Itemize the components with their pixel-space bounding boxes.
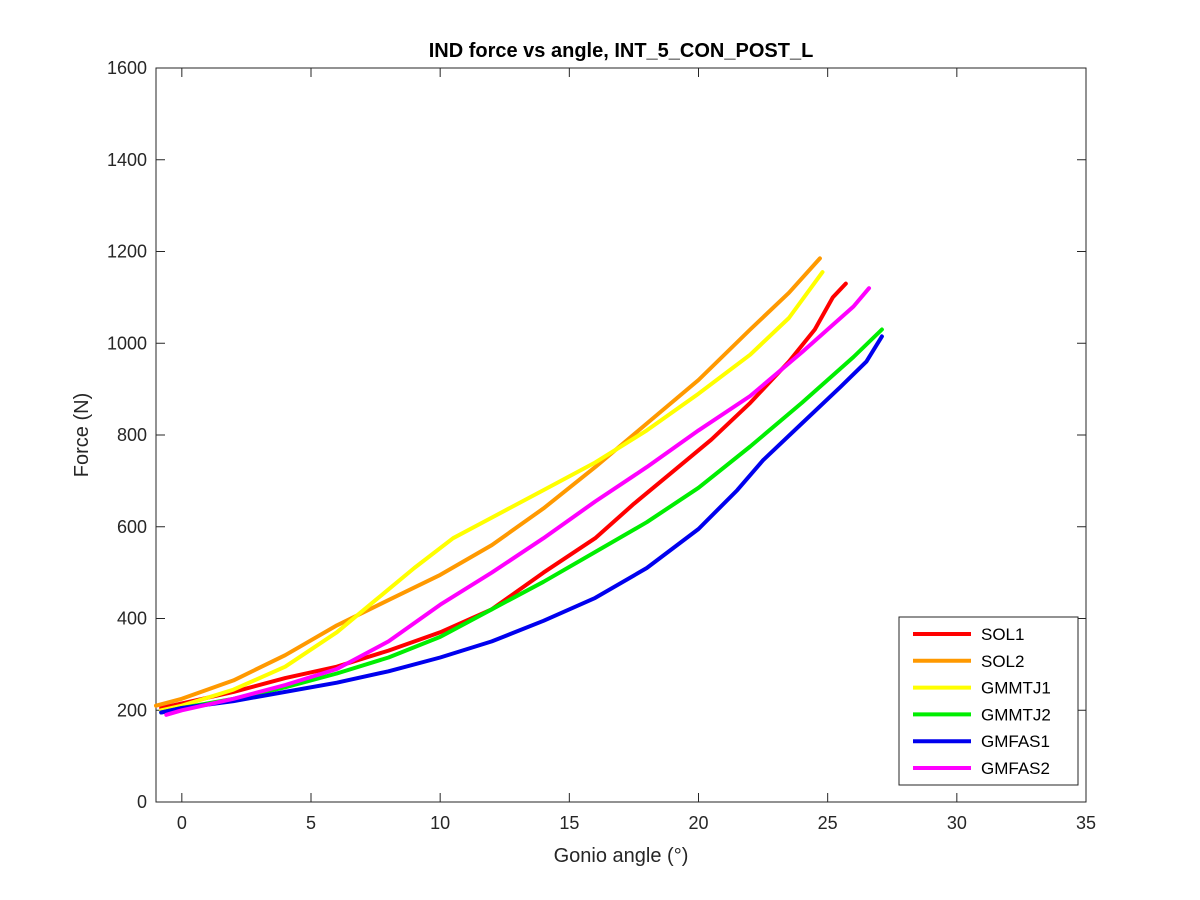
series-line-sol2 xyxy=(154,256,822,708)
y-tick-label: 1200 xyxy=(107,242,147,262)
y-tick-label: 800 xyxy=(117,425,147,445)
y-axis-label: Force (N) xyxy=(71,393,93,477)
x-axis-label: Gonio angle (°) xyxy=(554,845,689,867)
x-tick-label: 0 xyxy=(177,813,187,833)
legend-label-sol2: SOL2 xyxy=(981,652,1024,671)
series-line-gmmtj1 xyxy=(159,270,825,713)
series-line-sol1 xyxy=(159,281,848,710)
y-tick-label: 200 xyxy=(117,700,147,720)
y-tick-label: 1000 xyxy=(107,333,147,353)
legend-label-gmfas2: GMFAS2 xyxy=(981,759,1050,778)
y-tick-label: 0 xyxy=(137,792,147,812)
y-tick-label: 1400 xyxy=(107,150,147,170)
x-tick-label: 10 xyxy=(430,813,450,833)
x-tick-label: 35 xyxy=(1076,813,1096,833)
x-tick-label: 15 xyxy=(559,813,579,833)
legend: SOL1 SOL2 GMMTJ1 GMMTJ2 GMFAS1 GMFAS2 xyxy=(898,616,1079,786)
x-tick-label: 30 xyxy=(947,813,967,833)
y-tick-label: 1600 xyxy=(107,58,147,78)
legend-label-gmmtj2: GMMTJ2 xyxy=(981,705,1051,724)
legend-label-gmfas1: GMFAS1 xyxy=(981,732,1050,751)
legend-label-gmmtj1: GMMTJ1 xyxy=(981,679,1051,698)
series-line-gmfas2 xyxy=(164,286,871,717)
series-line-gmfas1 xyxy=(159,334,884,715)
data-lines xyxy=(154,256,884,717)
legend-box xyxy=(898,616,1079,786)
x-tick-labels: 0 5 10 15 20 25 30 35 xyxy=(177,813,1096,833)
y-tick-labels: 0 200 400 600 800 1000 1200 1400 1600 xyxy=(107,58,147,812)
chart-title: IND force vs angle, INT_5_CON_POST_L xyxy=(429,40,814,62)
y-tick-label: 600 xyxy=(117,517,147,537)
x-tick-label: 20 xyxy=(688,813,708,833)
x-tick-label: 5 xyxy=(306,813,316,833)
axis-ticks xyxy=(156,67,1087,803)
x-tick-label: 25 xyxy=(818,813,838,833)
legend-label-sol1: SOL1 xyxy=(981,625,1024,644)
y-tick-label: 400 xyxy=(117,609,147,629)
